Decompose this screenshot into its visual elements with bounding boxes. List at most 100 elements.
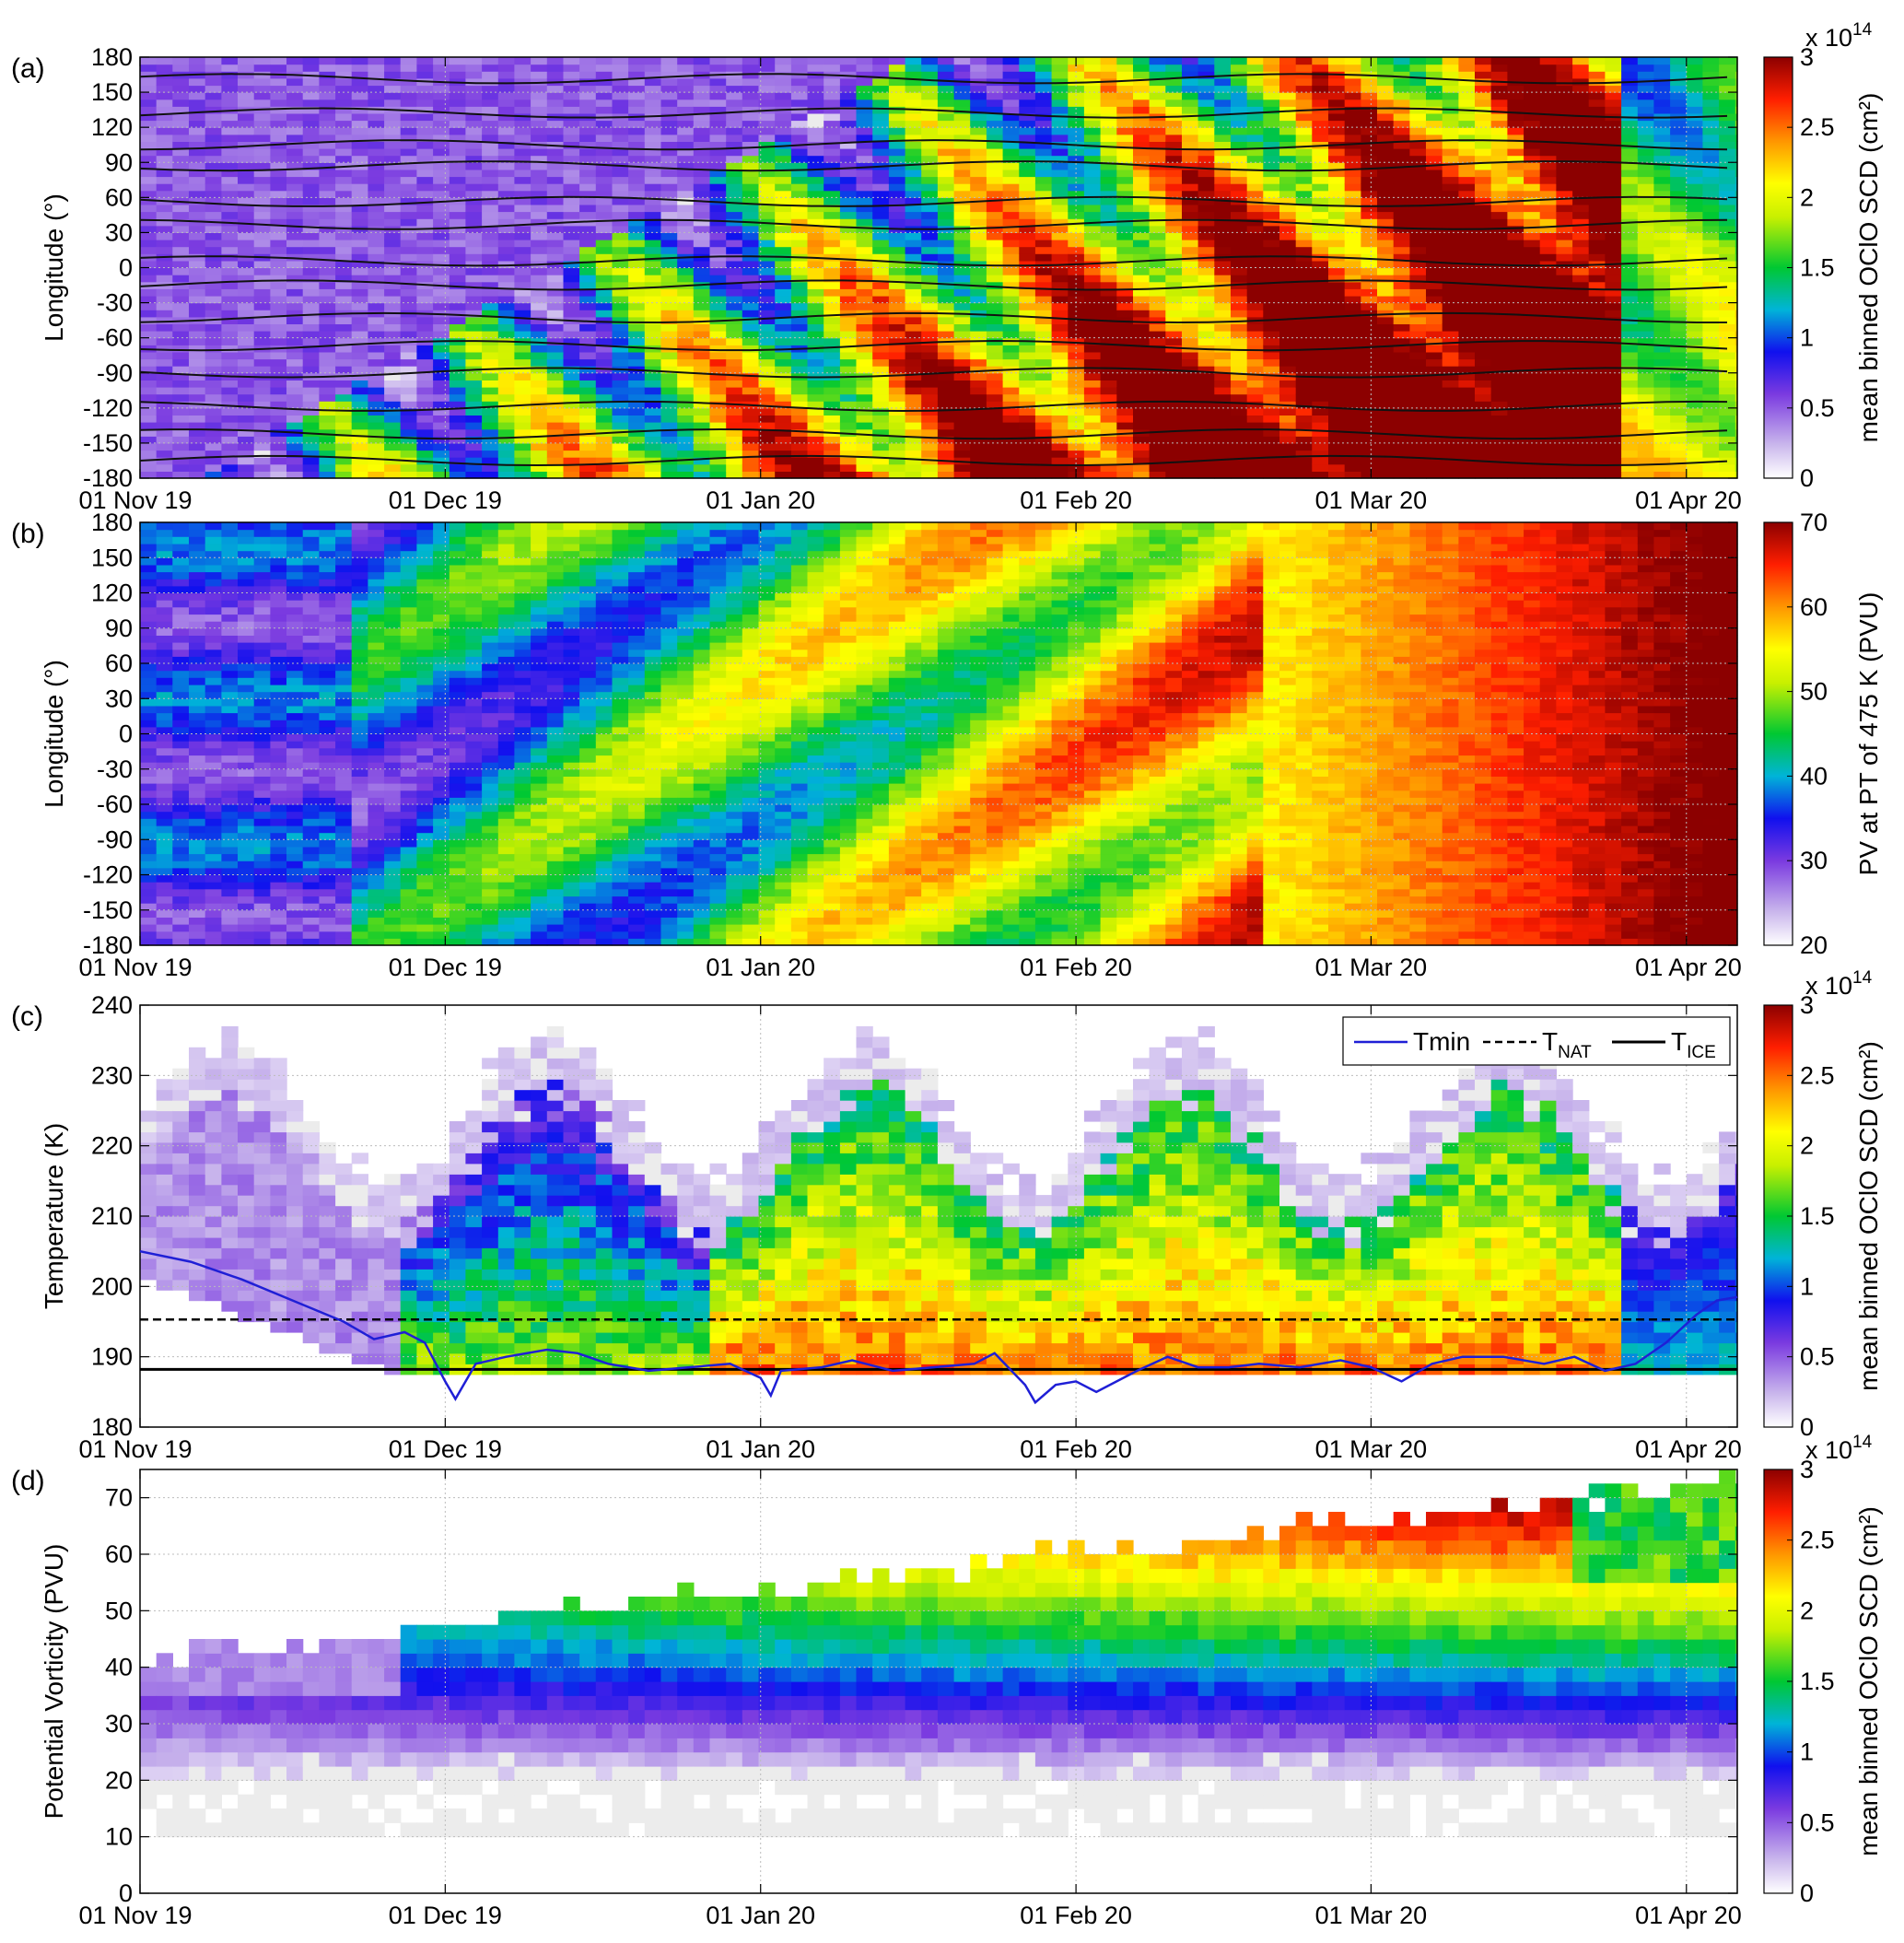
heatmap-cell bbox=[1068, 190, 1085, 198]
heatmap-cell bbox=[1263, 141, 1280, 149]
heatmap-cell bbox=[612, 331, 629, 339]
heatmap-cell bbox=[612, 218, 629, 227]
heatmap-cell bbox=[1002, 351, 1020, 360]
heatmap-cell bbox=[824, 204, 841, 213]
heatmap-cell bbox=[1409, 211, 1427, 219]
heatmap-cell bbox=[970, 380, 987, 388]
heatmap-cell bbox=[286, 176, 304, 184]
heatmap-cell bbox=[628, 463, 646, 472]
heatmap-cell bbox=[1182, 372, 1199, 380]
heatmap-cell bbox=[384, 155, 402, 163]
heatmap-cell bbox=[1083, 288, 1102, 297]
heatmap-cell bbox=[351, 57, 368, 65]
heatmap-cell bbox=[758, 471, 776, 479]
heatmap-cell bbox=[644, 77, 662, 87]
heatmap-cell bbox=[644, 267, 662, 275]
heatmap-cell bbox=[1197, 316, 1215, 324]
heatmap-cell bbox=[937, 463, 955, 472]
heatmap-cell bbox=[595, 345, 613, 353]
heatmap-cell bbox=[1002, 288, 1020, 297]
heatmap-cell bbox=[465, 281, 483, 289]
heatmap-cell bbox=[1100, 337, 1117, 345]
heatmap-cell bbox=[1442, 463, 1459, 472]
heatmap-cell bbox=[790, 267, 809, 275]
heatmap-cell bbox=[953, 358, 971, 367]
heatmap-cell bbox=[221, 296, 239, 304]
heatmap-cell bbox=[1100, 141, 1117, 149]
heatmap-cell bbox=[953, 64, 971, 72]
heatmap-cell bbox=[612, 471, 629, 479]
heatmap-cell bbox=[1051, 162, 1069, 170]
heatmap-cell bbox=[1182, 407, 1199, 416]
heatmap-cell bbox=[156, 407, 173, 416]
heatmap-cell bbox=[514, 428, 531, 437]
heatmap-cell bbox=[953, 204, 971, 213]
heatmap-cell bbox=[612, 71, 629, 79]
heatmap-cell bbox=[1328, 450, 1346, 458]
heatmap-cell bbox=[1034, 428, 1053, 437]
heatmap-cell bbox=[1458, 155, 1476, 163]
heatmap-cell bbox=[824, 380, 841, 388]
heatmap-cell bbox=[644, 316, 662, 324]
heatmap-cell bbox=[497, 225, 516, 233]
heatmap-cell bbox=[1361, 463, 1378, 472]
heatmap-cell bbox=[172, 232, 190, 240]
heatmap-cell bbox=[531, 267, 548, 275]
heatmap-cell bbox=[1377, 393, 1395, 402]
heatmap-cell bbox=[302, 134, 320, 142]
heatmap-cell bbox=[758, 169, 776, 178]
heatmap-cell bbox=[595, 148, 613, 157]
heatmap-cell bbox=[1328, 337, 1346, 345]
heatmap-cell bbox=[319, 190, 336, 198]
heatmap-cell bbox=[1100, 120, 1117, 128]
heatmap-cell bbox=[319, 71, 336, 79]
heatmap-cell bbox=[335, 240, 353, 248]
heatmap-cell bbox=[1344, 450, 1361, 458]
heatmap-cell bbox=[824, 442, 841, 451]
heatmap-cell bbox=[1083, 204, 1102, 213]
heatmap-cell bbox=[758, 211, 776, 219]
heatmap-cell bbox=[1214, 92, 1232, 100]
heatmap-cell bbox=[433, 204, 450, 213]
heatmap-cell bbox=[351, 260, 368, 269]
heatmap-cell bbox=[1051, 345, 1069, 353]
heatmap-cell bbox=[1116, 310, 1134, 318]
heatmap-cell bbox=[1263, 323, 1280, 332]
heatmap-cell bbox=[807, 380, 824, 388]
heatmap-cell bbox=[1426, 120, 1443, 128]
heatmap-cell bbox=[1214, 246, 1232, 254]
heatmap-cell bbox=[758, 246, 776, 254]
heatmap-cell bbox=[238, 204, 255, 213]
heatmap-cell bbox=[140, 155, 158, 163]
heatmap-cell bbox=[1393, 148, 1410, 157]
heatmap-cell bbox=[628, 281, 646, 289]
heatmap-cell bbox=[1279, 246, 1297, 254]
heatmap-cell bbox=[579, 372, 597, 380]
heatmap-cell bbox=[986, 351, 1004, 360]
heatmap-cell bbox=[1295, 310, 1313, 318]
heatmap-cell bbox=[204, 337, 222, 345]
heatmap-cell bbox=[1361, 77, 1378, 87]
heatmap-cell bbox=[221, 260, 239, 269]
heatmap-cell bbox=[726, 141, 743, 149]
heatmap-cell bbox=[937, 112, 955, 122]
heatmap-cell bbox=[1231, 387, 1248, 395]
heatmap-cell bbox=[514, 366, 531, 374]
heatmap-cell bbox=[807, 407, 824, 416]
heatmap-cell bbox=[807, 246, 824, 254]
heatmap-cell bbox=[335, 106, 353, 114]
heatmap-cell bbox=[1295, 323, 1313, 332]
heatmap-cell bbox=[384, 337, 402, 345]
heatmap-cell bbox=[595, 310, 613, 318]
heatmap-cell bbox=[449, 380, 467, 388]
heatmap-cell bbox=[1231, 401, 1248, 409]
heatmap-cell bbox=[628, 64, 646, 72]
heatmap-cell bbox=[1165, 415, 1183, 423]
heatmap-cell bbox=[189, 407, 206, 416]
heatmap-cell bbox=[449, 127, 467, 135]
heatmap-cell bbox=[1263, 407, 1280, 416]
heatmap-cell bbox=[204, 323, 222, 332]
heatmap-cell bbox=[1442, 358, 1459, 367]
heatmap-cell bbox=[1409, 127, 1427, 135]
heatmap-cell bbox=[1182, 288, 1199, 297]
